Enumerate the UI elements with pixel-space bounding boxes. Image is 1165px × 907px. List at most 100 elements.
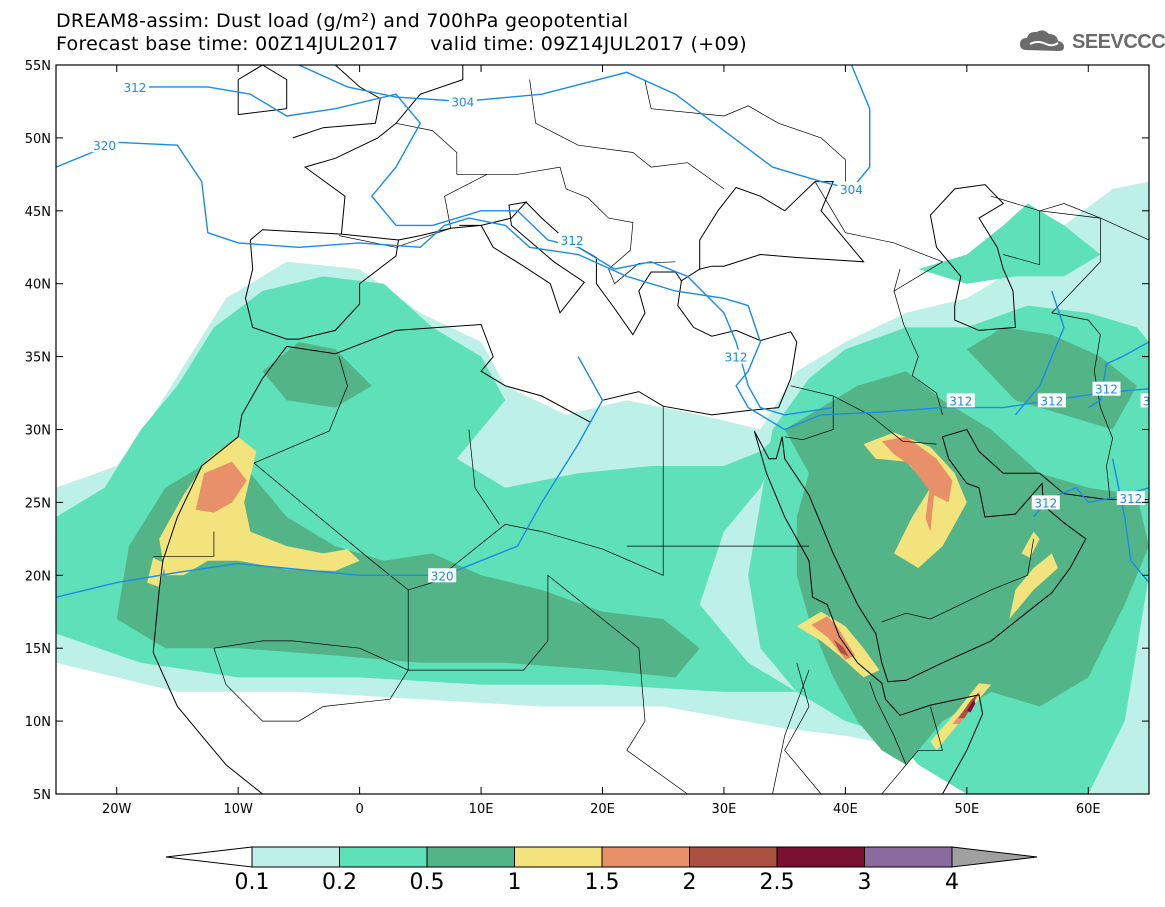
contour-label-bg <box>722 349 751 364</box>
dust-band-2.5-somalia <box>966 699 976 713</box>
contour-label: 312 <box>1040 394 1063 408</box>
lon-tick-label: 10E <box>469 802 494 817</box>
contour-label-bg <box>1031 495 1060 510</box>
coast-iberia <box>244 229 400 340</box>
border-middle-east <box>784 385 834 441</box>
coast-sinai <box>753 430 783 460</box>
dust-band-1-oman <box>1009 553 1058 619</box>
contour-labels: 312 304 320 304 312 312 312 312 312 3 312 312 320 <box>90 79 1153 583</box>
contour-label: 312 <box>1095 383 1118 397</box>
coast-redsea-e <box>781 428 1149 683</box>
lat-tick-label: 25N <box>25 496 51 511</box>
colorbar-segment <box>514 846 603 868</box>
colorbar-label: 3 <box>857 870 872 895</box>
contour-label: 320 <box>93 139 116 153</box>
lat-tick-label: 30N <box>25 424 51 439</box>
coast-ireland <box>237 65 288 116</box>
colorbar-label: 2.5 <box>759 870 795 895</box>
lat-tick-label: 50N <box>25 132 51 147</box>
cloud-logo-icon <box>1020 30 1064 51</box>
contour-label-bg <box>837 181 866 196</box>
contour-label: 320 <box>431 569 454 583</box>
colorbar-segment <box>601 846 690 868</box>
contour-label-bg <box>428 568 457 583</box>
colorbar-segment <box>339 846 428 868</box>
forecast-time-subtitle: Forecast base time: 00Z14JUL2017 valid t… <box>56 33 747 55</box>
border-sahel <box>213 574 810 794</box>
coast-uk <box>292 65 381 139</box>
colorbar-segment <box>426 846 515 868</box>
lat-tick-label: 35N <box>25 351 51 366</box>
colorbar-label: 4 <box>945 870 959 895</box>
border-central-asia-2 <box>990 195 1149 241</box>
coast-gulf-guinea <box>152 652 263 794</box>
contour-label: 312 <box>123 81 146 95</box>
lon-tick-label: 40E <box>833 802 858 817</box>
contour-label: 3 <box>1143 394 1151 408</box>
contour-312-east3 <box>1087 341 1149 409</box>
contour-304-north <box>298 65 871 190</box>
colorbar-max-arrow <box>951 846 1038 868</box>
contour-label: 312 <box>1119 492 1142 506</box>
border-europe-2 <box>395 122 488 175</box>
colorbar-segment <box>776 846 865 868</box>
border-sahara-4 <box>468 429 500 525</box>
coast-anatolia <box>677 280 798 343</box>
dust-band-1-oman2 <box>1021 531 1040 558</box>
contour-label: 304 <box>840 183 863 197</box>
contour-312-east4 <box>1111 458 1149 584</box>
colorbar-segment <box>864 846 953 868</box>
seevccc-logo-text: SEEVCCC <box>1072 31 1165 53</box>
contour-label-bg <box>1092 381 1121 396</box>
contour-label-bg <box>946 393 975 408</box>
dust-band-0.5-morocco <box>262 342 372 408</box>
colorbar-label: 2 <box>682 870 697 895</box>
lat-tick-label: 5N <box>33 788 51 803</box>
coast-redsea-w <box>753 430 984 794</box>
dust-band-2-redsea <box>833 639 849 657</box>
contour-label: 312 <box>725 351 748 365</box>
colorbar-label: 0.1 <box>234 870 270 895</box>
colorbar <box>165 846 1038 868</box>
colorbar-label: 0.5 <box>409 870 445 895</box>
contour-label-bg <box>1116 491 1145 506</box>
contour-label: 312 <box>561 234 584 248</box>
dust-band-2-somalia <box>958 691 979 719</box>
coast-france <box>398 201 586 314</box>
contour-label: 312 <box>1034 496 1057 510</box>
contour-label-bg <box>1037 393 1066 408</box>
border-iran <box>893 290 943 415</box>
contour-label-bg <box>448 94 477 109</box>
border-horn <box>869 681 907 765</box>
border-east-europe <box>529 79 725 190</box>
axis-ticks: 55N 50N 45N 40N 35N 30N 25N 20N 15N 10N 5N 20W 10W 0 1… <box>25 59 1149 817</box>
colorbar-min-arrow <box>165 846 253 868</box>
border-europe <box>338 166 676 285</box>
contour-312-east <box>1014 290 1065 416</box>
lon-tick-label: 30E <box>712 802 737 817</box>
coast-atlantic-france <box>303 65 464 235</box>
map-title: DREAM8-assim: Dust load (g/m²) and 700hP… <box>56 10 629 32</box>
lon-tick-label: 20E <box>590 802 615 817</box>
border-sahara-3 <box>253 356 348 464</box>
lat-tick-label: 10N <box>25 715 51 730</box>
contour-label-bg <box>120 79 149 94</box>
lat-tick-label: 45N <box>25 205 51 220</box>
lon-tick-label: 60E <box>1076 802 1101 817</box>
coast-caspian <box>929 184 1016 331</box>
border-sahara-1 <box>253 406 664 591</box>
colorbar-segment <box>251 846 340 868</box>
contour-320-north <box>56 141 1149 431</box>
coast-blacksea <box>699 181 865 270</box>
dust-load-field <box>56 181 1149 794</box>
lat-tick-label: 15N <box>25 642 51 657</box>
border-arabia <box>833 395 937 445</box>
contour-label: 312 <box>949 394 972 408</box>
border-russia <box>644 80 846 182</box>
lat-tick-label: 55N <box>25 59 51 74</box>
colorbar-label: 1 <box>507 870 522 895</box>
lon-tick-label: 50E <box>954 802 979 817</box>
lon-tick-label: 10W <box>223 802 253 817</box>
coastlines-and-borders <box>152 65 1149 794</box>
